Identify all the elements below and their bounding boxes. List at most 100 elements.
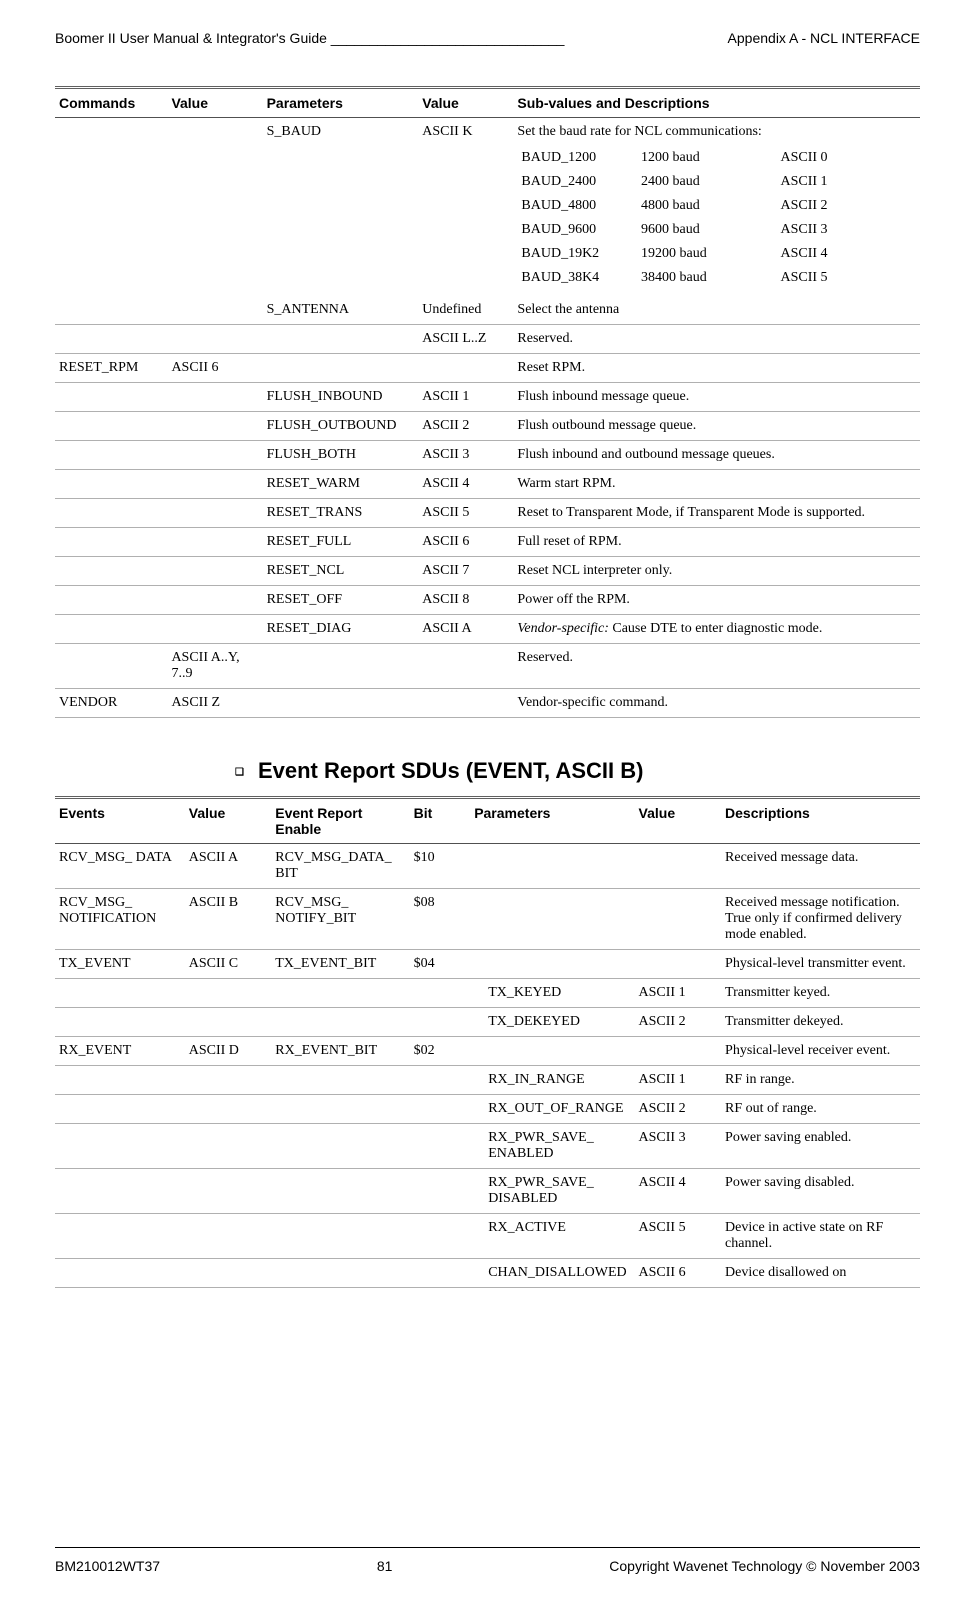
table-cell	[271, 1095, 409, 1124]
table-cell: RCV_MSG_ NOTIFY_BIT	[271, 889, 409, 950]
table-cell: ASCII 3	[418, 441, 513, 470]
table-header: Bit	[410, 798, 471, 844]
table-cell	[263, 644, 419, 689]
table-cell: TX_EVENT	[55, 950, 185, 979]
table-row: FLUSH_INBOUNDASCII 1Flush inbound messag…	[55, 383, 920, 412]
baud-cell: ASCII 5	[776, 266, 916, 290]
table-cell	[167, 325, 262, 354]
table-cell	[55, 412, 167, 441]
table-cell	[470, 1037, 634, 1066]
table-cell	[185, 1066, 272, 1095]
table-cell	[55, 441, 167, 470]
table-cell: RX_PWR_SAVE_ ENABLED	[470, 1124, 634, 1169]
table-header: Sub-values and Descriptions	[513, 88, 920, 118]
footer-right: Copyright Wavenet Technology © November …	[609, 1558, 920, 1574]
table-cell: ASCII 5	[418, 499, 513, 528]
table-cell	[55, 1066, 185, 1095]
table-cell: Power saving enabled.	[721, 1124, 920, 1169]
table-cell: ASCII 6	[418, 528, 513, 557]
bullet-square-icon: ❏	[235, 767, 244, 778]
table-cell	[470, 889, 634, 950]
table-cell	[55, 1124, 185, 1169]
baud-cell: 19200 baud	[637, 242, 777, 266]
table-cell: $10	[410, 844, 471, 889]
baud-cell: BAUD_38K4	[517, 266, 637, 290]
table-row: RESET_NCLASCII 7Reset NCL interpreter on…	[55, 557, 920, 586]
page-header: Boomer II User Manual & Integrator's Gui…	[55, 30, 920, 46]
table-cell: ASCII Z	[167, 689, 262, 718]
table-cell	[167, 441, 262, 470]
table-cell: TX_KEYED	[470, 979, 634, 1008]
table-cell	[271, 1008, 409, 1037]
table-cell	[635, 844, 722, 889]
table-cell: ASCII K	[418, 118, 513, 297]
table-row: RX_IN_RANGEASCII 1RF in range.	[55, 1066, 920, 1095]
table-cell	[185, 1008, 272, 1037]
table-cell: ASCII A	[418, 615, 513, 644]
table-cell	[263, 325, 419, 354]
table-cell	[55, 1095, 185, 1124]
baud-cell: ASCII 2	[776, 194, 916, 218]
table-cell: RESET_WARM	[263, 470, 419, 499]
table-row: FLUSH_BOTHASCII 3Flush inbound and outbo…	[55, 441, 920, 470]
table-cell: ASCII A	[185, 844, 272, 889]
table-cell	[55, 470, 167, 499]
table-cell	[167, 118, 262, 297]
table-cell: RX_ACTIVE	[470, 1214, 634, 1259]
table-cell	[55, 979, 185, 1008]
table-cell: Received message notification. True only…	[721, 889, 920, 950]
baud-cell: 9600 baud	[637, 218, 777, 242]
table-cell	[167, 499, 262, 528]
table-cell: ASCII 4	[635, 1169, 722, 1214]
baud-cell: BAUD_2400	[517, 170, 637, 194]
table-cell: S_BAUD	[263, 118, 419, 297]
table-cell	[185, 1124, 272, 1169]
baud-cell: ASCII 0	[776, 146, 916, 170]
table-header: Value	[167, 88, 262, 118]
table-cell: ASCII 2	[418, 412, 513, 441]
table-cell: ASCII D	[185, 1037, 272, 1066]
table-row: FLUSH_OUTBOUNDASCII 2Flush outbound mess…	[55, 412, 920, 441]
baud-cell: BAUD_4800	[517, 194, 637, 218]
table-cell	[635, 950, 722, 979]
table-cell: RESET_NCL	[263, 557, 419, 586]
table-cell	[185, 1259, 272, 1288]
table-cell: Transmitter keyed.	[721, 979, 920, 1008]
table-cell	[410, 1214, 471, 1259]
baud-cell: ASCII 4	[776, 242, 916, 266]
table-cell: Physical-level receiver event.	[721, 1037, 920, 1066]
table-cell	[167, 412, 262, 441]
table-cell: Power off the RPM.	[513, 586, 920, 615]
table-cell: ASCII A..Y, 7..9	[167, 644, 262, 689]
table-row: S_BAUDASCII KSet the baud rate for NCL c…	[55, 118, 920, 297]
table-cell: Power saving disabled.	[721, 1169, 920, 1214]
table-cell: Reserved.	[513, 644, 920, 689]
table-row: RCV_MSG_ NOTIFICATIONASCII BRCV_MSG_ NOT…	[55, 889, 920, 950]
table-cell	[167, 586, 262, 615]
table-cell	[167, 528, 262, 557]
table-cell	[185, 979, 272, 1008]
table-cell	[271, 1169, 409, 1214]
table-cell	[410, 1169, 471, 1214]
table-cell	[55, 118, 167, 297]
table-row: TX_DEKEYEDASCII 2Transmitter dekeyed.	[55, 1008, 920, 1037]
table-cell: RCV_MSG_ DATA	[55, 844, 185, 889]
table-cell: Flush outbound message queue.	[513, 412, 920, 441]
table-cell: VENDOR	[55, 689, 167, 718]
table-cell	[55, 325, 167, 354]
table-cell	[55, 1214, 185, 1259]
header-left: Boomer II User Manual & Integrator's Gui…	[55, 30, 564, 46]
table-cell: ASCII 6	[635, 1259, 722, 1288]
table-cell: RX_IN_RANGE	[470, 1066, 634, 1095]
table-row: RX_EVENTASCII DRX_EVENT_BIT$02Physical-l…	[55, 1037, 920, 1066]
table-cell: ASCII 5	[635, 1214, 722, 1259]
table-cell	[410, 1095, 471, 1124]
baud-cell: BAUD_9600	[517, 218, 637, 242]
table-cell: RCV_MSG_DATA_ BIT	[271, 844, 409, 889]
table-row: RESET_RPMASCII 6Reset RPM.	[55, 354, 920, 383]
table-cell: TX_DEKEYED	[470, 1008, 634, 1037]
table-cell: ASCII 2	[635, 1008, 722, 1037]
table-cell: RESET_TRANS	[263, 499, 419, 528]
events-table: EventsValueEvent Report EnableBitParamet…	[55, 796, 920, 1288]
table-cell: Undefined	[418, 296, 513, 325]
